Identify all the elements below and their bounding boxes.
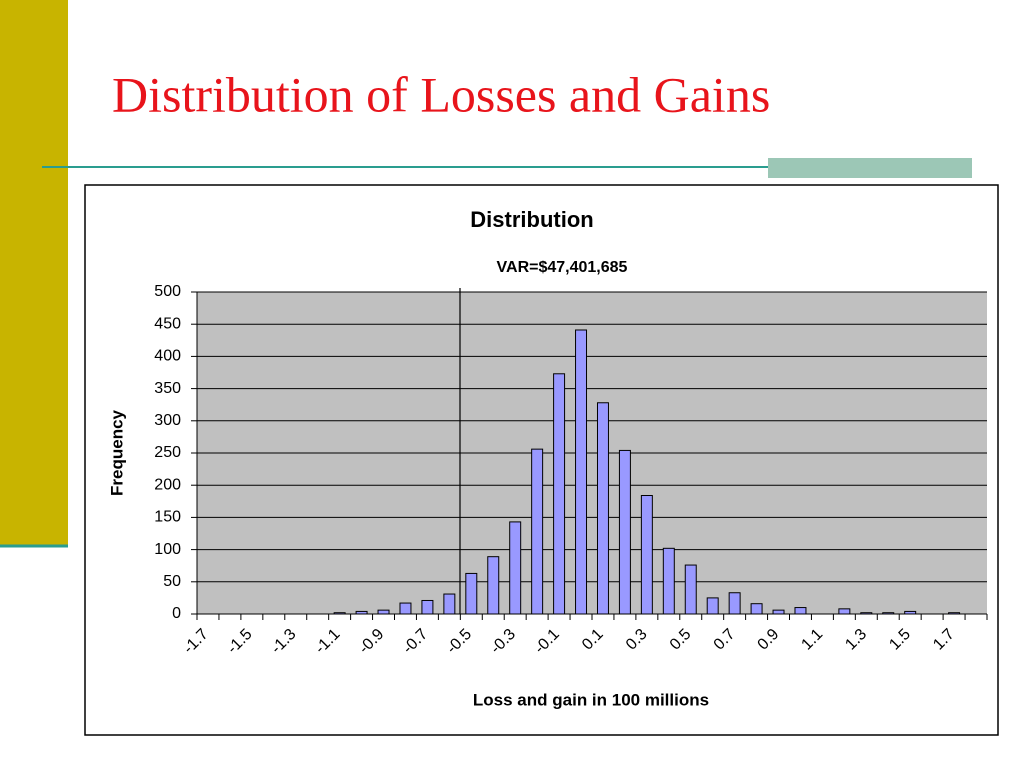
y-tick-label: 50 (163, 573, 181, 590)
bar (618, 449, 631, 615)
bar (333, 612, 346, 615)
bar (882, 612, 895, 615)
y-tick-label: 250 (154, 444, 181, 461)
y-tick-label: 0 (172, 605, 181, 622)
bar (377, 609, 390, 615)
bar (904, 610, 917, 615)
x-axis-label: Loss and gain in 100 millions (473, 690, 709, 709)
bar (531, 448, 544, 615)
chart-title: Distribution (470, 207, 593, 232)
y-tick-label: 350 (154, 380, 181, 397)
side-bar (0, 0, 68, 545)
bar (794, 607, 807, 615)
bar (728, 592, 741, 615)
bar (948, 612, 961, 615)
bar (575, 329, 588, 615)
bar (509, 521, 522, 615)
bar (487, 556, 500, 615)
slide-title: Distribution of Losses and Gains (112, 66, 770, 122)
bar (684, 564, 697, 615)
bar (838, 608, 851, 615)
y-tick-label: 100 (154, 541, 181, 558)
bar (443, 593, 456, 615)
bar (596, 402, 609, 615)
bar (553, 373, 566, 615)
bar (772, 609, 785, 615)
y-tick-label: 500 (154, 283, 181, 300)
y-axis-label: Frequency (107, 409, 126, 496)
y-tick-label: 150 (154, 509, 181, 526)
bar (860, 612, 873, 615)
bar (421, 599, 434, 615)
bar (662, 547, 675, 615)
y-tick-label: 450 (154, 315, 181, 332)
y-tick-label: 400 (154, 348, 181, 365)
annotation: VAR=$47,401,685 (497, 259, 628, 276)
bar (640, 495, 653, 615)
rule-block (768, 158, 972, 178)
bar (465, 572, 478, 615)
bar (706, 597, 719, 615)
y-tick-label: 200 (154, 476, 181, 493)
bar (399, 602, 412, 615)
bar (750, 603, 763, 615)
bar (355, 610, 368, 615)
y-tick-label: 300 (154, 412, 181, 429)
